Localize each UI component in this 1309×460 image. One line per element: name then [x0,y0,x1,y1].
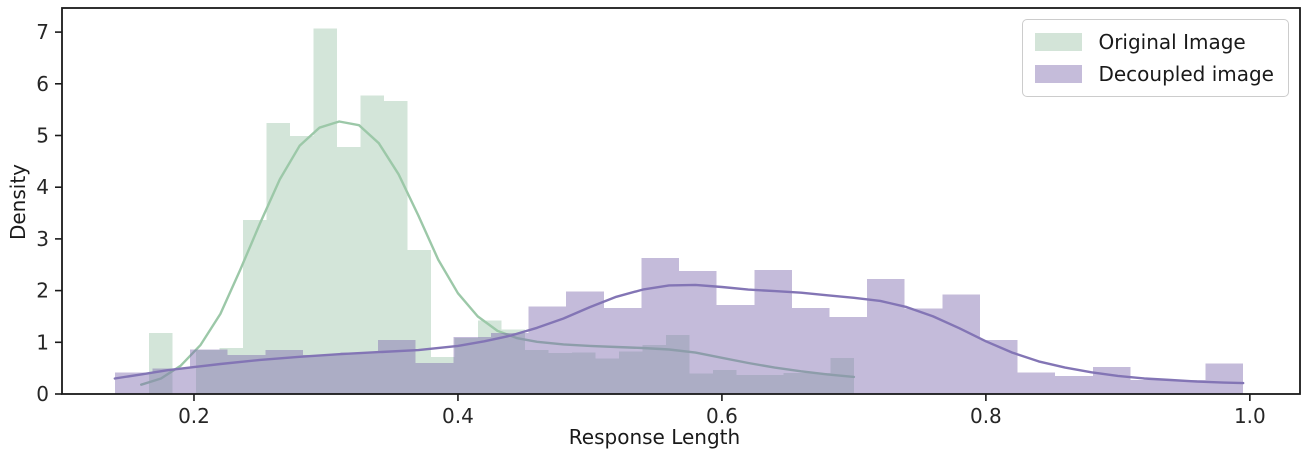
original-image-histogram-bars [149,28,854,395]
legend-item-decoupled-image: Decoupled image [1035,62,1274,86]
x-tick-label: 0.8 [970,404,1002,428]
legend-item-original-image: Original Image [1035,30,1274,54]
y-tick-label: 4 [36,175,49,199]
axes-spines [61,7,1301,395]
x-tick-label: 0.2 [178,404,210,428]
x-axis-ticks: 0.2 0.4 0.6 0.8 1.0 [178,394,1266,428]
y-tick-label: 7 [36,20,49,44]
decoupled-image-histogram-bars [114,258,1244,394]
y-tick-label: 3 [36,227,49,251]
y-tick-label: 5 [36,123,49,147]
x-axis-title: Response Length [568,425,741,449]
legend-label: Original Image [1098,30,1246,54]
legend-label: Decoupled image [1098,62,1274,86]
y-tick-label: 0 [36,382,49,406]
y-tick-label: 1 [36,330,49,354]
decoupled-image-swatch [1035,65,1083,83]
legend: Original Image Decoupled image [1022,19,1289,97]
x-tick-label: 1.0 [1234,404,1266,428]
original-image-swatch [1035,33,1083,51]
y-tick-label: 6 [36,72,49,96]
y-axis-title: Density [6,163,30,241]
y-axis-ticks: 0 1 2 3 4 5 6 7 [36,20,62,406]
original-image-kde-curve [140,120,856,386]
x-tick-label: 0.6 [706,404,738,428]
x-tick-label: 0.4 [442,404,474,428]
y-tick-label: 2 [36,279,49,303]
decoupled-image-kde-curve [113,283,1245,385]
